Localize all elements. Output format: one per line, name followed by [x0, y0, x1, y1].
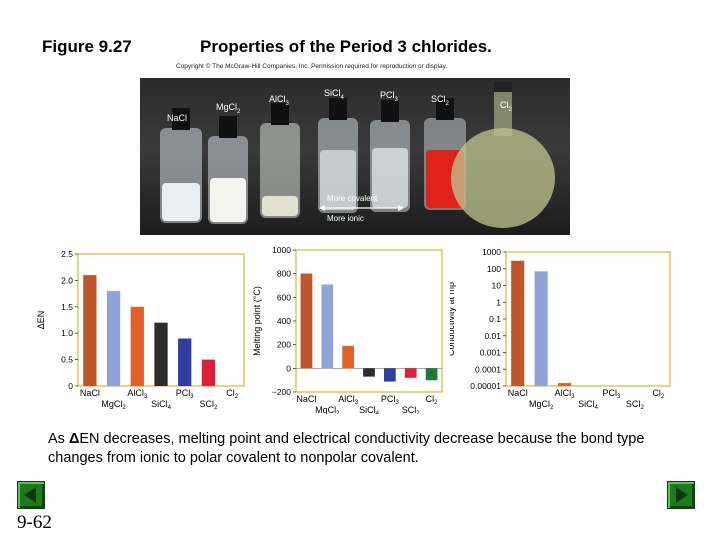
bar-pcl3 — [384, 368, 396, 382]
covalent-ionic-arrow — [319, 205, 404, 211]
caption: As ΔEN decreases, melting point and elec… — [48, 430, 698, 468]
y-tick-label: −200 — [272, 387, 291, 397]
arrow-right-icon — [676, 487, 688, 503]
plot-frame — [505, 251, 671, 387]
bar-sicl4 — [363, 368, 375, 377]
caption-prefix: As — [48, 431, 69, 447]
bar-nacl — [83, 275, 97, 386]
more-ionic-label: More ionic — [327, 214, 364, 223]
y-tick-label: 1.5 — [61, 302, 73, 312]
flask-cl2 — [451, 82, 555, 228]
y-axis-label: ΔEN — [36, 311, 46, 330]
figure-label: Figure 9.27 — [42, 37, 132, 56]
y-tick-label: 1 — [496, 297, 501, 307]
bar-mgcl2 — [106, 290, 121, 386]
photo-label-scl2: SCl2 — [431, 94, 449, 107]
x-tick-label-nacl: NaCl — [80, 388, 100, 398]
y-tick-label: 600 — [277, 292, 291, 302]
y-axis-label: Melting point (°C) — [252, 286, 262, 356]
caption-delta: Δ — [68, 431, 80, 447]
bottles-illustration — [160, 82, 555, 228]
x-tick-label-alcl3: AlCl3 — [555, 388, 576, 400]
bottle-alcl3 — [260, 103, 300, 218]
y-tick-label: 0.0001 — [475, 364, 501, 374]
x-tick-label-cl2: Cl2 — [226, 388, 239, 400]
more-covalent-label: More covalent — [327, 194, 378, 203]
x-tick-label-pcl3: PCl3 — [176, 388, 195, 400]
caption-text: EN decreases, melting point and electric… — [48, 431, 645, 466]
bar-alcl3 — [342, 345, 354, 369]
y-tick-label: 400 — [277, 316, 291, 326]
copyright-notice: Copyright © The McGraw-Hill Companies, I… — [176, 63, 448, 70]
x-tick-label-sicl4: SiCl4 — [359, 405, 380, 414]
previous-slide-button[interactable] — [17, 481, 45, 509]
bar-scl2 — [201, 359, 216, 386]
photo-label-sicl4: SiCl4 — [324, 88, 344, 101]
photo-label-cl2: Cl2 — [500, 100, 512, 113]
melting-point-chart: −200 0 200 400 600 800 1000 Melting point (°C) N… — [252, 245, 443, 414]
x-tick-label-pcl3: PCl3 — [602, 388, 621, 400]
y-tick-label: 0.00001 — [470, 381, 501, 391]
x-tick-label-pcl3: PCl3 — [381, 394, 400, 406]
y-tick-label: 2.0 — [61, 275, 73, 285]
y-tick-label: 0 — [68, 381, 73, 391]
bottle-mgcl2 — [208, 116, 248, 224]
conductivity-chart: 0.00001 0.0001 0.001 0.01 0.1 1 10 100 1000 Condu… — [450, 247, 671, 411]
bar-scl2 — [404, 368, 417, 378]
y-tick-label: 0.1 — [489, 314, 501, 324]
photo-label-pcl3: PCl3 — [380, 90, 398, 103]
x-tick-label-scl2: SCl2 — [402, 405, 421, 414]
photo-label-alcl3: AlCl3 — [269, 94, 289, 107]
y-tick-label: 1000 — [482, 247, 501, 257]
x-tick-label-sicl4: SiCl4 — [578, 399, 599, 411]
page-title: Properties of the Period 3 chlorides. — [200, 37, 492, 56]
bar-mgcl2 — [321, 284, 334, 369]
y-tick-label: 100 — [487, 264, 501, 274]
bar-pcl3 — [178, 338, 192, 386]
photo-label-mgcl2: MgCl2 — [216, 102, 241, 115]
x-tick-label-mgcl2: MgCl2 — [101, 399, 126, 411]
slide-number: 9-62 — [17, 512, 52, 533]
y-tick-label: 0.01 — [484, 331, 501, 341]
x-tick-label-alcl3: AlCl3 — [127, 388, 148, 400]
bar-nacl — [511, 260, 525, 386]
bottle-nacl — [160, 108, 202, 223]
bar-mgcl2 — [534, 271, 548, 386]
chlorides-photo: NaCl MgCl2 AlCl3 SiCl4 PCl3 SCl2 Cl2 Mor… — [140, 78, 570, 235]
y-tick-label: 10 — [492, 281, 502, 291]
photo-label-nacl: NaCl — [167, 113, 188, 123]
y-tick-label: 1000 — [272, 245, 291, 255]
bottle-sicl4 — [318, 98, 358, 213]
x-tick-label-alcl3: AlCl3 — [338, 394, 359, 406]
y-tick-label: 2.5 — [61, 249, 73, 259]
bar-nacl — [300, 273, 313, 369]
x-tick-label-cl2: Cl2 — [652, 388, 665, 400]
x-tick-label-nacl: NaCl — [508, 388, 528, 398]
y-axis-label: Conductivity at mp — [450, 282, 456, 356]
bar-alcl3 — [558, 383, 572, 386]
bar-alcl3 — [130, 306, 144, 386]
arrow-left-icon — [24, 487, 36, 503]
x-tick-label-nacl: NaCl — [296, 394, 316, 404]
bar-sicl4 — [154, 322, 168, 386]
x-tick-label-cl2: Cl2 — [426, 394, 439, 406]
x-tick-label-mgcl2: MgCl2 — [315, 405, 340, 414]
y-tick-label: 200 — [277, 340, 291, 350]
y-tick-label: 0 — [286, 363, 291, 373]
y-tick-label: 0.5 — [61, 355, 73, 365]
x-tick-label-scl2: SCl2 — [199, 399, 218, 411]
y-tick-label: 800 — [277, 269, 291, 279]
y-tick-label: 1.0 — [61, 328, 73, 338]
bottle-pcl3 — [370, 100, 410, 212]
next-slide-button[interactable] — [667, 481, 695, 509]
bar-cl2 — [425, 368, 438, 381]
x-tick-label-mgcl2: MgCl2 — [529, 399, 554, 411]
y-tick-label: 0.001 — [480, 348, 502, 358]
x-tick-label-sicl4: SiCl4 — [151, 399, 172, 411]
x-tick-label-scl2: SCl2 — [626, 399, 645, 411]
